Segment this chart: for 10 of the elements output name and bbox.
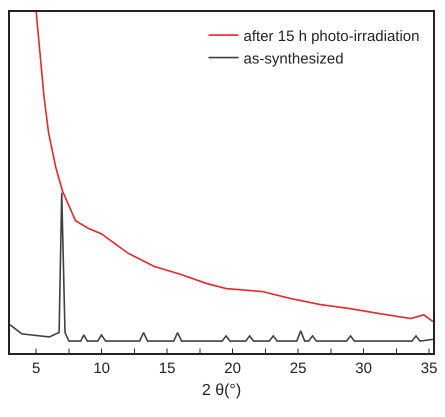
x-axis-title: 2 θ(°)	[202, 382, 242, 399]
x-tick-label: 25	[290, 360, 306, 377]
x-tick-label: 5	[32, 360, 40, 377]
legend-label: as-synthesized	[244, 50, 344, 68]
x-tick-label: 35	[420, 360, 438, 377]
x-tick-label: 15	[158, 360, 176, 377]
x-tick-label: 20	[224, 360, 241, 377]
x-tick-label: 10	[93, 360, 110, 377]
legend-label: after 15 h photo-irradiation	[244, 28, 420, 45]
x-tick-label: 30	[355, 360, 372, 377]
